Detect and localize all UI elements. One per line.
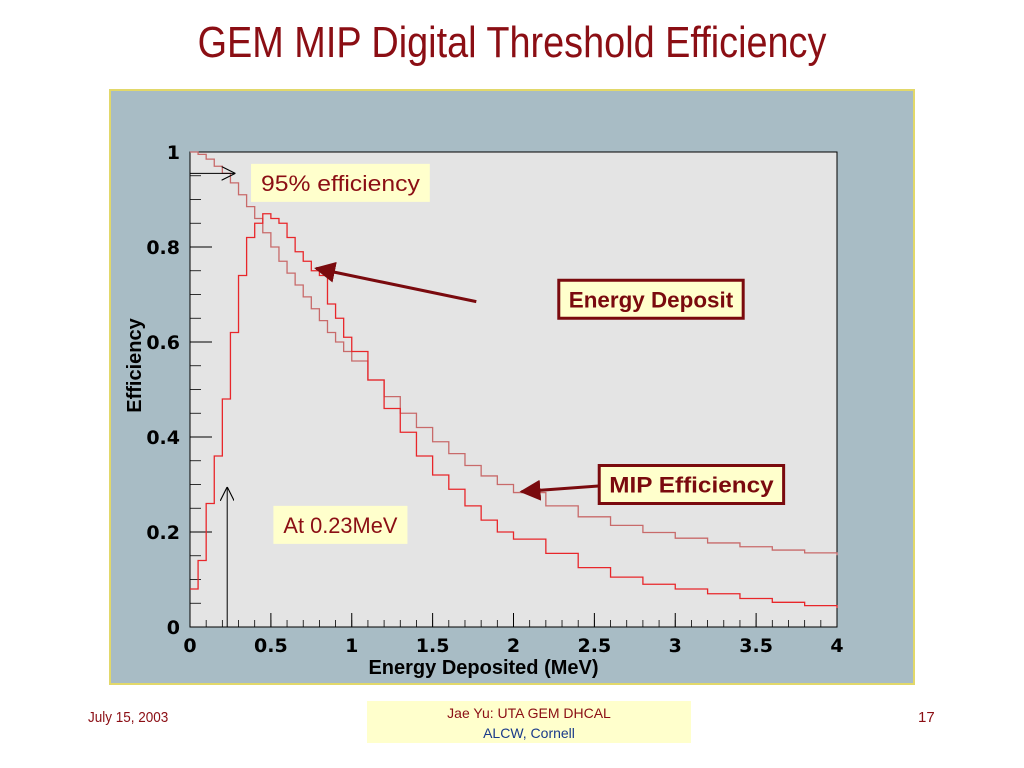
chart-svg: 0 0.2 0.4 0.6 0.8 1 0 0.5 1 1.5 2 2.5 3 3.5 4 Energy De… — [124, 142, 844, 679]
label-mip-efficiency-text: MIP Efficiency — [609, 473, 774, 498]
x-tick-label: 1 — [345, 635, 358, 657]
series-energy-deposit — [190, 213, 838, 608]
y-tick-label: 0 — [167, 617, 180, 639]
footer-venue: ALCW, Cornell — [483, 725, 575, 741]
y-tick-label: 1 — [167, 142, 180, 164]
slide-title: GEM MIP Digital Threshold Efficiency — [197, 18, 827, 67]
arrow-energy-deposit — [314, 261, 477, 304]
x-tick-label: 2 — [507, 635, 520, 657]
x-tick-label: 2.5 — [578, 635, 612, 657]
y-tick-label: 0.8 — [146, 237, 180, 259]
plot-area — [189, 151, 838, 628]
label-energy-deposit-box — [557, 278, 745, 320]
label-threshold-box — [273, 505, 408, 544]
footer-author: Jae Yu: UTA GEM DHCAL — [447, 705, 611, 721]
label-mip-efficiency-box — [597, 464, 786, 505]
y-axis-label: Efficiency — [124, 317, 146, 412]
x-tick-label: 4 — [830, 635, 843, 657]
label-threshold-text: At 0.23MeV — [283, 513, 397, 538]
series-mip-efficiency — [190, 151, 838, 556]
label-95-box — [251, 163, 430, 202]
y-tick-label: 0.4 — [146, 427, 180, 449]
footer-date: July 15, 2003 — [88, 709, 169, 726]
y-tick-label: 0.2 — [146, 522, 180, 544]
x-tick-label: 0.5 — [254, 635, 288, 657]
x-tick-label: 3 — [669, 635, 682, 657]
x-tick-label: 1.5 — [416, 635, 450, 657]
x-axis-label: Energy Deposited (MeV) — [368, 657, 598, 679]
label-95-text: 95% efficiency — [261, 171, 420, 196]
x-tick-label: 3.5 — [739, 635, 773, 657]
chart-frame: 0 0.2 0.4 0.6 0.8 1 0 0.5 1 1.5 2 2.5 3 3.5 4 Energy De… — [109, 89, 915, 685]
y-tick-label: 0.6 — [146, 332, 180, 354]
footer-center-box: Jae Yu: UTA GEM DHCAL ALCW, Cornell — [367, 701, 691, 743]
label-energy-deposit-text: Energy Deposit — [569, 287, 734, 312]
footer-page-number: 17 — [918, 709, 935, 726]
x-tick-label: 0 — [183, 635, 196, 657]
